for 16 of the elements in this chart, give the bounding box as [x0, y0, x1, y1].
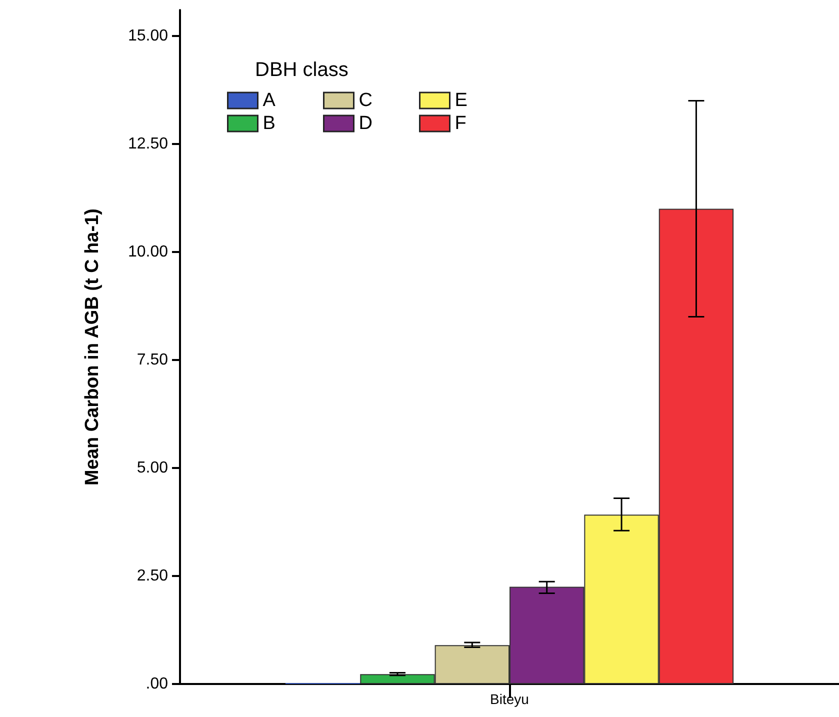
legend-label: A — [262, 90, 276, 111]
y-tick-label: 7.50 — [136, 351, 168, 368]
legend-label: F — [454, 113, 466, 134]
legend-label: C — [358, 90, 372, 111]
y-tick-label: 2.50 — [136, 567, 168, 584]
y-tick-label: 5.00 — [136, 459, 168, 476]
y-tick-label: 12.50 — [128, 135, 168, 152]
x-tick-label: Biteyu — [490, 691, 529, 707]
legend-label: B — [262, 113, 276, 134]
y-tick-label: 15.00 — [128, 27, 168, 44]
y-tick-label: .00 — [146, 676, 168, 692]
y-axis-title: Mean Carbon in AGB (t C ha-1) — [82, 208, 103, 486]
legend-label: D — [358, 113, 372, 134]
y-tick-label: 10.00 — [128, 243, 168, 260]
legend-title: DBH class — [255, 59, 348, 81]
legend-label: E — [454, 90, 468, 111]
